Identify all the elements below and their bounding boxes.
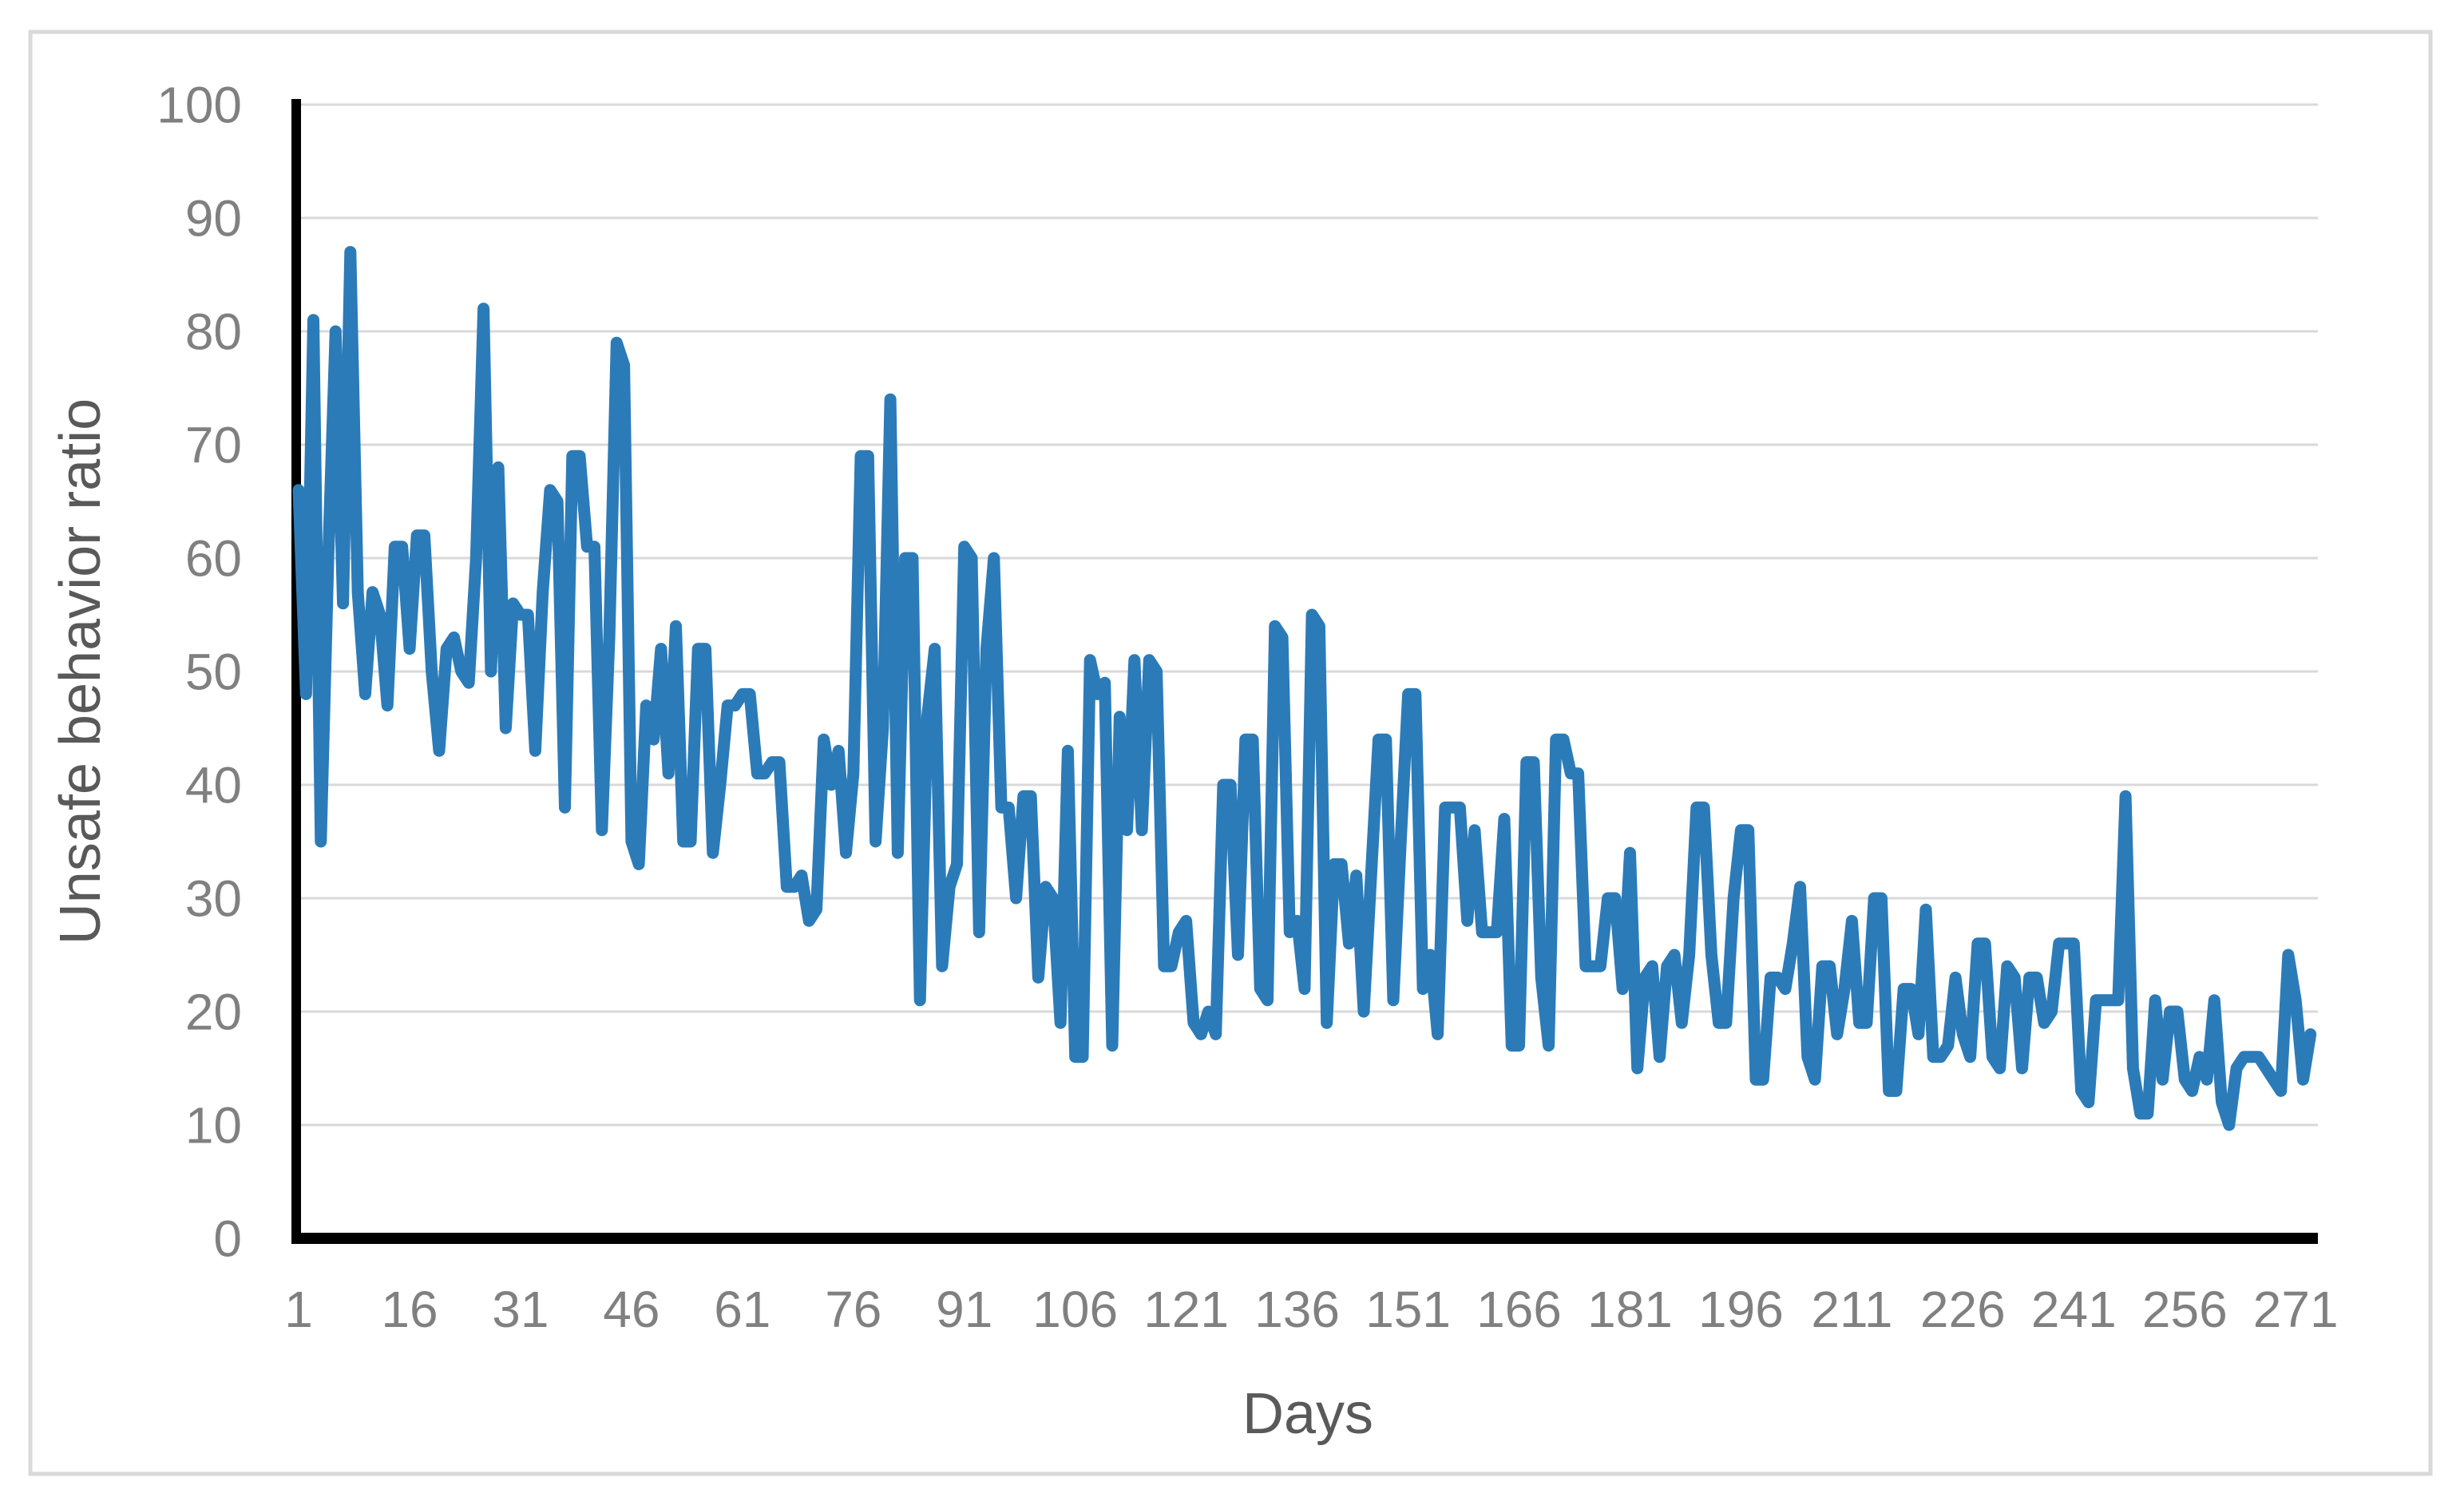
x-tick-label: 241 [2031, 1281, 2117, 1338]
chart-border [28, 30, 2433, 1476]
x-tick-label: 151 [1365, 1281, 1451, 1338]
y-tick-label: 20 [185, 983, 242, 1040]
y-tick-label: 30 [185, 869, 242, 927]
x-tick-label: 271 [2253, 1281, 2339, 1338]
x-tick-label: 91 [936, 1281, 992, 1338]
x-tick-labels: 1 16 31 46 61 76 91 106 121 136 151 166 181 196 211 226… [284, 1281, 2338, 1338]
y-tick-label: 10 [185, 1096, 242, 1154]
y-tick-label: 50 [185, 643, 242, 700]
y-tick-label: 80 [185, 303, 242, 360]
x-tick-label: 121 [1143, 1281, 1229, 1338]
y-tick-label: 40 [185, 756, 242, 814]
x-tick-label: 181 [1587, 1281, 1673, 1338]
x-tick-label: 106 [1032, 1281, 1118, 1338]
x-tick-label: 256 [2142, 1281, 2228, 1338]
y-axis-title: Unsafe behavior ratio [49, 398, 113, 945]
x-tick-label: 136 [1254, 1281, 1340, 1338]
x-axis-title: Days [1242, 1382, 1373, 1446]
x-tick-label: 31 [492, 1281, 549, 1338]
y-tick-label: 0 [213, 1210, 242, 1267]
x-tick-label: 16 [381, 1281, 438, 1338]
y-tick-labels: 0 10 20 30 40 50 60 70 80 90 100 [156, 76, 242, 1267]
x-tick-label: 61 [714, 1281, 770, 1338]
x-tick-label: 196 [1698, 1281, 1784, 1338]
x-tick-label: 226 [1920, 1281, 2006, 1338]
y-tick-label: 70 [185, 416, 242, 473]
x-tick-label: 46 [603, 1281, 660, 1338]
data-series-line [292, 246, 2317, 1131]
y-tick-label: 60 [185, 529, 242, 587]
x-tick-label: 211 [1811, 1281, 1892, 1338]
x-tick-label: 166 [1476, 1281, 1562, 1338]
y-tick-label: 90 [185, 189, 242, 247]
x-tick-label: 1 [284, 1281, 313, 1338]
x-tick-label: 76 [825, 1281, 881, 1338]
y-tick-label: 100 [156, 76, 242, 133]
